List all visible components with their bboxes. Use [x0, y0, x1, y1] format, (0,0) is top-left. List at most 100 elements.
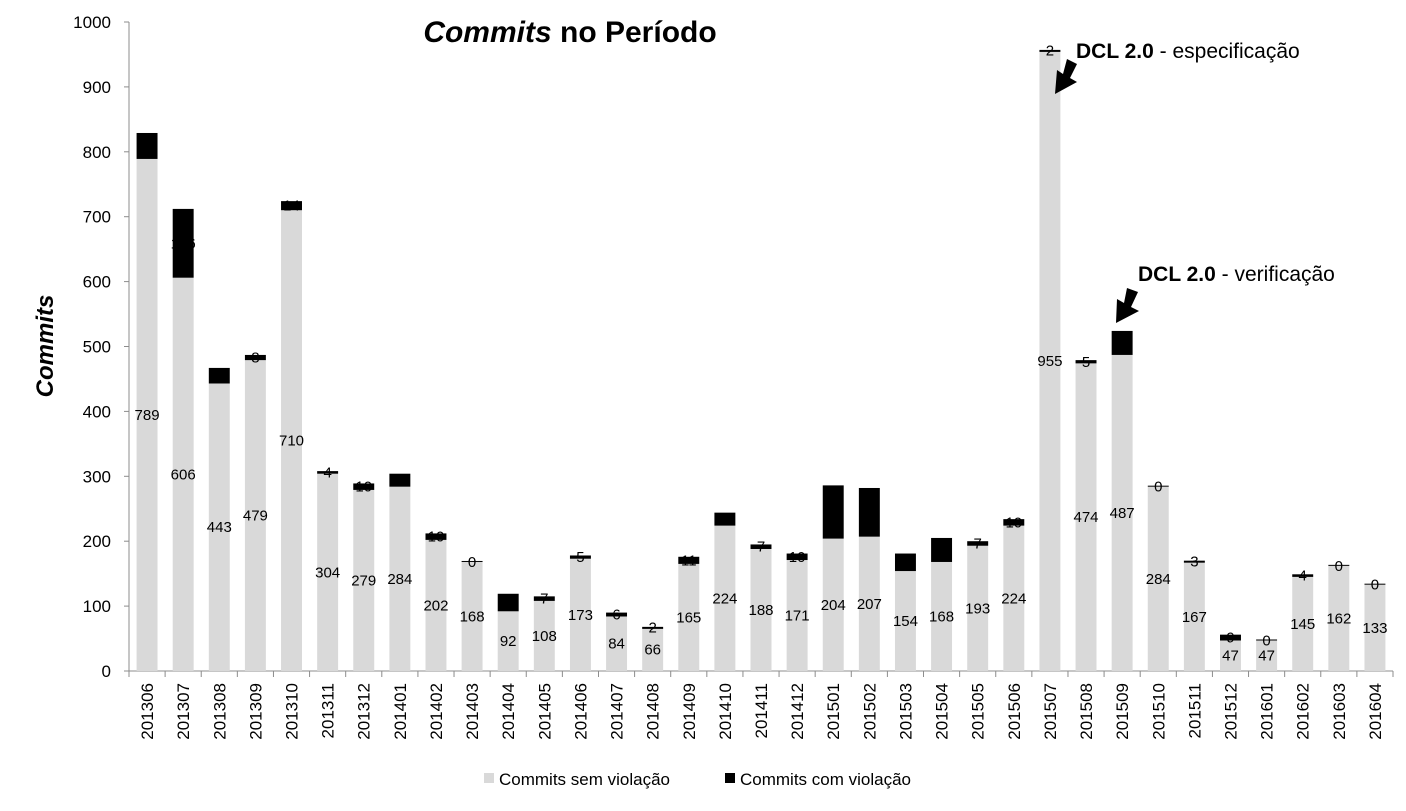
y-axis: 0 100 200 300 400 500 600 700 800 900 1000 — [73, 13, 130, 681]
bar-com-violacao — [461, 560, 483, 562]
bar-sem-violacao — [1147, 486, 1169, 671]
bar-com-violacao — [1364, 583, 1386, 585]
x-tick-label: 201511 — [1185, 683, 1204, 738]
annotation-especificacao-text: DCL 2.0 - especificação — [1076, 40, 1300, 63]
bar-label-sem-violacao: 710 — [279, 433, 304, 450]
legend-label-com-violacao: Commits com violação — [740, 770, 911, 789]
annotation-verificacao-rest: - verificação — [1216, 263, 1335, 286]
bar-label-sem-violacao: 224 — [712, 590, 737, 607]
x-tick-label: 201603 — [1330, 683, 1349, 740]
bar-sem-violacao — [1328, 565, 1350, 671]
legend-swatch-com-violacao — [725, 773, 735, 783]
bar-sem-violacao — [1364, 584, 1386, 671]
x-tick-label: 201508 — [1077, 683, 1096, 740]
bar-label-com-violacao: 4 — [1299, 568, 1307, 585]
bar-label-com-violacao: 5 — [576, 549, 584, 566]
bar-com-violacao — [606, 612, 628, 617]
x-tick-label: 201510 — [1149, 683, 1168, 740]
y-tick-label: 0 — [102, 662, 111, 681]
bar-sem-violacao — [1292, 576, 1314, 671]
bar-labels: 7896061064434798710143044279102842021016… — [135, 43, 1388, 665]
x-tick-label: 201401 — [391, 683, 410, 740]
bar-com-violacao — [1328, 564, 1350, 566]
bar-sem-violacao — [244, 360, 266, 671]
bar-label-com-violacao: 0 — [1154, 479, 1162, 496]
bar-com-violacao — [1003, 519, 1025, 526]
bar-label-sem-violacao: 47 — [1258, 648, 1275, 665]
x-tick-label: 201402 — [427, 683, 446, 740]
x-tick-label: 201601 — [1258, 683, 1277, 740]
legend-swatch-sem-violacao — [484, 773, 494, 783]
bar-label-com-violacao: 7 — [540, 591, 548, 608]
chart-title: Commits no Período — [423, 16, 716, 49]
bar-label-com-violacao: 8 — [251, 350, 259, 367]
bar-com-violacao — [172, 208, 194, 278]
bar-sem-violacao — [1183, 562, 1205, 671]
bar-com-violacao — [967, 541, 989, 546]
bar-sem-violacao — [461, 561, 483, 671]
x-tick-label: 201307 — [174, 683, 193, 740]
bar-label-sem-violacao: 487 — [1110, 505, 1135, 522]
y-tick-label: 900 — [83, 78, 111, 97]
bar-label-sem-violacao: 304 — [315, 564, 340, 581]
bar-com-violacao — [858, 487, 880, 537]
bar-label-com-violacao: 10 — [355, 479, 372, 496]
x-tick-label: 201504 — [933, 683, 952, 740]
bar-label-com-violacao: 9 — [1226, 630, 1234, 647]
bar-label-com-violacao: 10 — [1005, 514, 1022, 531]
y-tick-label: 300 — [83, 467, 111, 486]
bar-sem-violacao — [353, 489, 375, 671]
bar-com-violacao — [786, 553, 808, 561]
bar-label-com-violacao: 3 — [1190, 554, 1198, 571]
x-tick-label: 201506 — [1005, 683, 1024, 740]
bar-label-sem-violacao: 171 — [785, 608, 810, 625]
bar-sem-violacao — [822, 538, 844, 671]
bar-label-sem-violacao: 168 — [929, 608, 954, 625]
bar-com-violacao — [1256, 639, 1278, 641]
bar-sem-violacao — [606, 616, 628, 671]
bar-label-com-violacao: 2 — [648, 620, 656, 637]
x-tick-label: 201501 — [824, 683, 843, 740]
legend-label-sem-violacao: Commits sem violação — [499, 770, 670, 789]
bar-com-violacao — [894, 553, 916, 572]
bar-sem-violacao — [425, 539, 447, 671]
bar-sem-violacao — [1075, 363, 1097, 671]
bar-label-sem-violacao: 66 — [644, 642, 661, 659]
bar-label-sem-violacao: 479 — [243, 508, 268, 525]
bar-label-sem-violacao: 145 — [1290, 616, 1315, 633]
x-tick-labels: 201306 201307 201308 201309 201310 201311 2013… — [138, 683, 1385, 740]
bar-label-sem-violacao: 133 — [1362, 620, 1387, 637]
bar-label-sem-violacao: 154 — [893, 613, 918, 630]
y-tick-label: 100 — [83, 597, 111, 616]
x-tick-label: 201604 — [1366, 683, 1385, 740]
x-tick-label: 201407 — [608, 683, 627, 740]
y-axis-label: Commits — [32, 295, 59, 398]
bar-label-com-violacao: 5 — [1082, 354, 1090, 371]
y-tick-label: 1000 — [73, 13, 111, 32]
bar-com-violacao — [353, 483, 375, 490]
bar-sem-violacao — [1039, 51, 1061, 671]
bar-label-sem-violacao: 92 — [500, 633, 517, 650]
bar-label-sem-violacao: 204 — [821, 597, 846, 614]
bar-com-violacao — [497, 593, 519, 612]
bar-sem-violacao — [714, 525, 736, 671]
bar-sem-violacao — [317, 473, 339, 671]
bar-sem-violacao — [894, 571, 916, 671]
x-tick-label: 201404 — [499, 683, 518, 740]
bar-label-sem-violacao: 173 — [568, 607, 593, 624]
bar-label-sem-violacao: 443 — [207, 519, 232, 536]
bar-label-com-violacao: 4 — [323, 464, 331, 481]
x-tick-label: 201505 — [969, 683, 988, 740]
bar-sem-violacao — [1003, 525, 1025, 671]
bar-label-com-violacao: 10 — [789, 549, 806, 566]
bar-com-violacao — [136, 132, 158, 159]
bar-sem-violacao — [678, 563, 700, 671]
bar-label-sem-violacao: 108 — [532, 628, 557, 645]
bar-com-violacao — [244, 354, 266, 361]
bar-label-com-violacao: 0 — [468, 554, 476, 571]
bar-com-violacao — [389, 473, 411, 487]
bar-sem-violacao — [858, 536, 880, 671]
bar-label-com-violacao: 7 — [757, 539, 765, 556]
bar-com-violacao — [1183, 560, 1205, 563]
